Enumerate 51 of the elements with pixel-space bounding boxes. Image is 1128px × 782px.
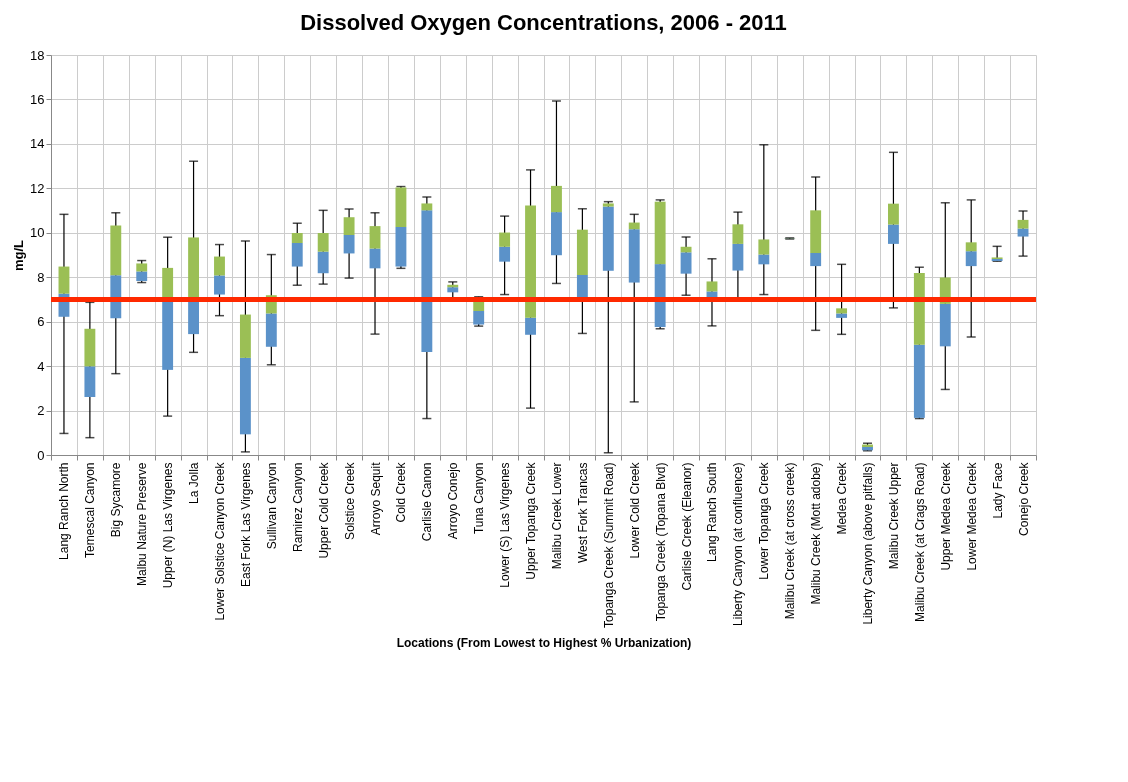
x-axis-title: Locations (From Lowest to Highest % Urbanization) [396,635,692,650]
y-axis-title: mg/L [11,239,27,272]
y-tick-label: 0 [37,447,45,463]
x-tick-label: Carlisle Canon [420,462,435,542]
y-tick-label: 8 [37,269,45,285]
y-tick-label: 4 [37,358,45,374]
x-tick-label: Ramirez Canyon [290,462,305,552]
x-tick-label: Malibu Creek (at cross creek) [783,462,798,620]
x-tick-label: Upper Medea Creek [938,461,953,571]
x-tick-label: East Fork Las Virgenes [238,462,253,588]
x-tick-label: Malibu Creek Lower [549,462,564,570]
y-tick-label: 6 [37,314,45,330]
x-tick-label: Temescal Canyon [83,462,98,558]
x-tick-label: Big Sycamore [109,462,124,538]
chart-title: Dissolved Oxygen Concentrations, 2006 - 2011 [300,10,787,35]
x-tick-label: Upper (N) Las Virgenes [161,462,176,589]
x-tick-label: Sullivan Canyon [264,462,279,550]
x-tick-label: Liberty Canyon (at confluence) [731,462,746,626]
x-tick-label: Lady Face [990,462,1005,519]
x-tick-label: Liberty Canyon (above pitfalls) [861,462,876,625]
x-tick-label: Lower Cold Creek [627,461,642,559]
x-tick-label: Lower (S) Las Virgenes [498,462,513,588]
y-tick-label: 18 [30,47,45,63]
x-tick-label: Malbu Nature Preserve [135,462,150,586]
x-tick-label: Lower Medea Creek [964,461,979,571]
x-tick-label: Upper Cold Creek [316,461,331,559]
y-tick-label: 14 [30,136,45,152]
x-tick-label: Medea Creek [835,461,850,535]
x-tick-label: Cold Creek [394,461,409,523]
x-tick-label: Lang Ranch North [57,462,72,560]
x-tick-label: Topanga Creek (Topana Blvd) [653,462,668,622]
x-tick-label: Tuna Canyon [472,462,487,535]
y-tick-label: 10 [30,225,45,241]
x-tick-label: Carlisle Creek (Eleanor) [679,462,694,591]
y-tick-label: 16 [30,91,45,107]
y-tick-label: 12 [30,180,45,196]
x-tick-label: Lower Topanga Creek [757,461,772,580]
x-tick-label: Malibu Creek (at Crags Road) [912,462,927,622]
x-tick-label: Solstice Creek [342,461,357,540]
x-tick-label: Arroyo Sequit [368,461,383,536]
y-tick-label: 2 [37,403,45,419]
x-tick-label: Malibu Creek (Mott adobe) [809,462,824,605]
x-tick-label: West Fork Trancas [575,462,590,563]
x-tick-label: Lower Solstice Canyon Creek [212,461,227,621]
x-tick-label: Topanga Creek (Summit Road) [601,462,616,628]
x-tick-label: Conejo Creek [1016,461,1031,536]
x-tick-label: La Jolla [187,462,202,504]
x-tick-label: Lang Ranch South [705,462,720,562]
x-tick-label: Upper Topanga Creek [524,461,539,580]
x-tick-label: Malibu Creek Upper [886,462,901,570]
x-tick-label: Arroyo Conejo [446,462,461,540]
